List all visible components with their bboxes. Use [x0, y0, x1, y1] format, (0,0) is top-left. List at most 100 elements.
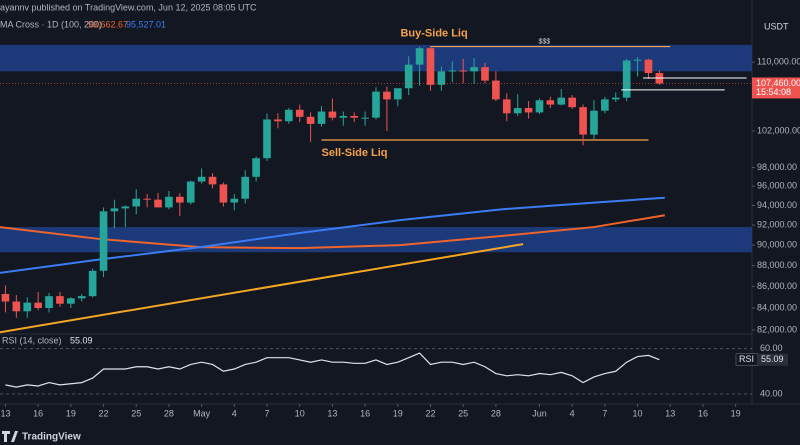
candle	[415, 46, 424, 86]
candle-body	[1, 294, 10, 302]
candle	[459, 58, 468, 84]
candle-body	[34, 302, 42, 309]
candle-body	[524, 108, 533, 113]
candle-body	[99, 211, 108, 271]
candle	[219, 182, 228, 207]
candle	[622, 58, 631, 102]
candle-body	[611, 97, 620, 100]
candle	[23, 297, 32, 318]
marker-text: $$$	[538, 38, 550, 45]
candle	[295, 104, 304, 123]
x-tick-label: 16	[698, 408, 708, 418]
x-tick-label: 19	[393, 408, 403, 418]
y-tick-label: 88,000.00	[757, 260, 797, 270]
currency: USDT	[764, 21, 789, 31]
candle-body	[252, 158, 260, 177]
candle-body	[176, 196, 184, 203]
indicator-value: 93,662.67	[88, 19, 128, 29]
x-tick-label: 13	[327, 408, 337, 418]
candle	[132, 189, 141, 215]
candle	[274, 113, 282, 129]
candle-body	[459, 70, 468, 72]
candle-body	[77, 296, 86, 299]
y-tick-label: 82,000.00	[757, 324, 797, 334]
candle	[77, 294, 86, 302]
candle	[99, 207, 108, 278]
candle-body	[633, 59, 642, 61]
x-tick-label: 19	[66, 408, 76, 418]
candle	[644, 58, 653, 79]
x-tick-label: 13	[665, 408, 675, 418]
candle-body	[23, 302, 32, 312]
candle-body	[208, 176, 217, 185]
candle-body	[165, 196, 173, 208]
candle	[45, 292, 53, 313]
candle	[306, 112, 315, 142]
candle	[426, 46, 435, 91]
candle-body	[12, 301, 21, 312]
candle	[176, 192, 184, 217]
candle-body	[241, 176, 250, 199]
x-tick-label: 13	[0, 408, 10, 418]
candle	[1, 285, 10, 313]
candle	[241, 170, 250, 204]
candle	[230, 193, 239, 211]
candle-body	[502, 99, 511, 114]
x-tick-label: 16	[33, 408, 43, 418]
candle-body	[622, 60, 631, 98]
last-price-label: 107,460.00	[756, 78, 800, 88]
candle	[611, 92, 620, 102]
candle	[197, 168, 206, 184]
brand-logo: TradingView	[2, 431, 81, 443]
candle	[535, 98, 544, 115]
candle	[186, 180, 195, 205]
rsi-title-value: 55.09	[70, 335, 93, 345]
x-tick-label: 7	[265, 408, 270, 418]
candle-body	[154, 199, 162, 208]
candle	[492, 71, 500, 102]
candle	[208, 173, 217, 189]
candle-body	[361, 117, 369, 119]
candle-body	[535, 100, 544, 113]
x-tick-label: 4	[232, 408, 237, 418]
candle	[448, 61, 457, 83]
candle-body	[601, 99, 609, 111]
rsi-title: RSI (14, close)	[2, 335, 62, 345]
candle	[546, 96, 555, 109]
candle-body	[284, 109, 293, 122]
y-tick-label: 98,000.00	[757, 162, 797, 172]
candle-body	[339, 115, 348, 118]
candle-body	[644, 59, 653, 74]
x-tick-label: Jun	[532, 408, 547, 418]
candle-body	[590, 110, 598, 135]
x-tick-label: 4	[570, 408, 575, 418]
candle-body	[393, 88, 402, 100]
candle-body	[568, 97, 576, 108]
candle-body	[579, 107, 587, 135]
candle	[263, 113, 271, 161]
candle	[154, 192, 162, 208]
y-tick-label: 92,000.00	[757, 219, 797, 229]
zone	[0, 227, 752, 253]
y-tick-label: 96,000.00	[757, 181, 797, 191]
candle	[557, 89, 566, 106]
candle	[470, 58, 478, 84]
candle-body	[306, 116, 315, 124]
rsi-tick-label: 60.00	[760, 343, 783, 353]
x-tick-label: 25	[458, 408, 468, 418]
rsi-line	[5, 352, 660, 388]
trendline	[0, 243, 524, 334]
candle	[481, 62, 489, 84]
candle	[34, 291, 42, 311]
candle	[339, 111, 348, 126]
y-tick-label: 94,000.00	[757, 200, 797, 210]
candle	[56, 291, 64, 307]
candle	[590, 100, 598, 140]
candle-body	[350, 115, 359, 118]
candle-body	[513, 108, 522, 114]
candle-body	[121, 206, 130, 209]
candle-body	[45, 296, 53, 309]
